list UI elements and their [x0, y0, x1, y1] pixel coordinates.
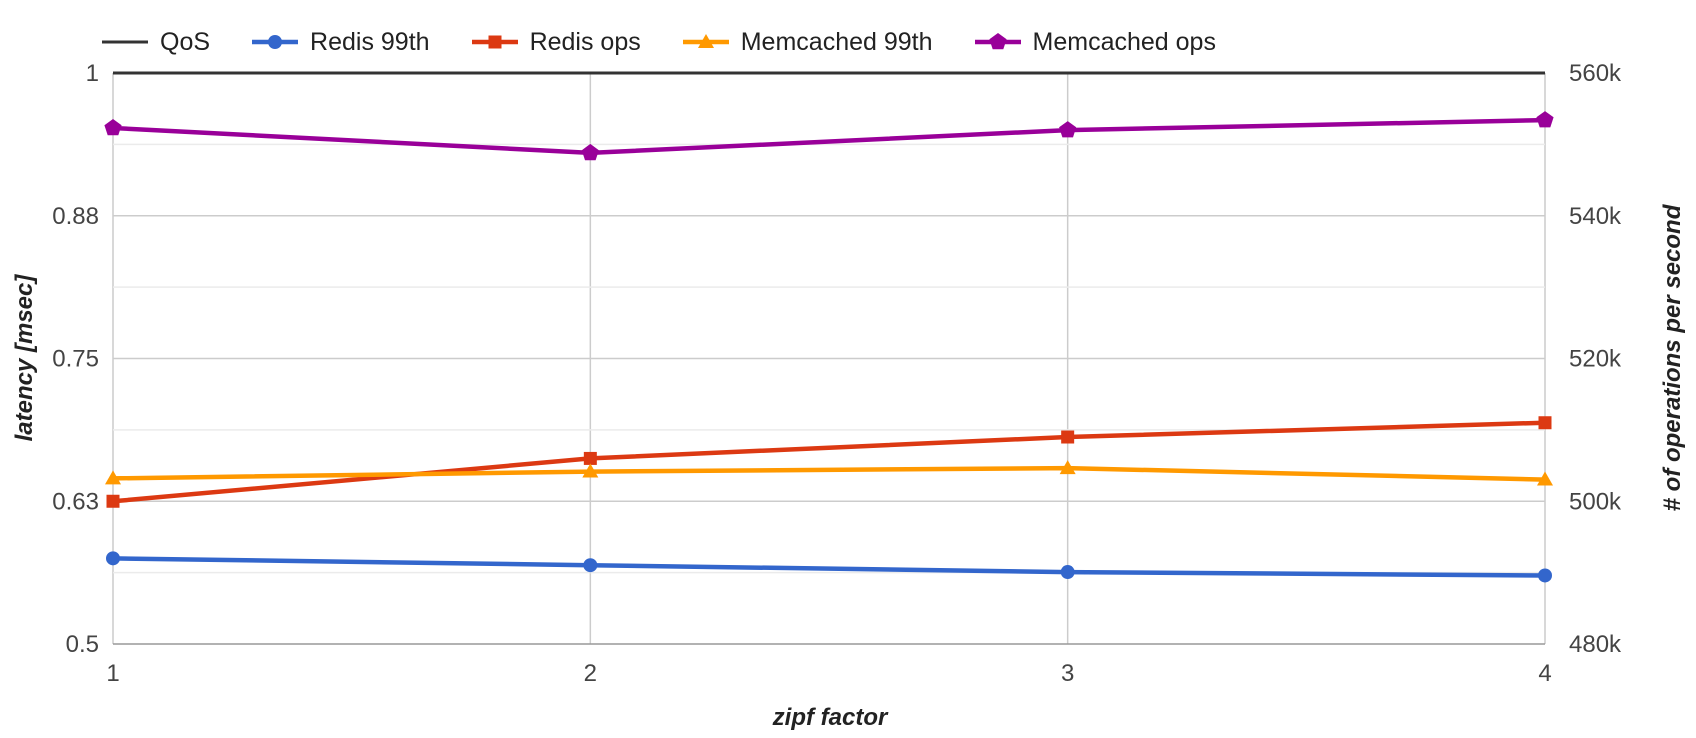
y-tick-label-left: 1	[86, 60, 99, 87]
redis-99th-point	[106, 551, 120, 566]
x-tick-label: 3	[1061, 660, 1074, 687]
y-tick-label-right: 520k	[1569, 346, 1622, 373]
x-tick-label: 1	[106, 660, 119, 687]
legend-label: QoS	[160, 27, 211, 56]
memcached-ops-point	[1536, 111, 1554, 128]
legend-label: Redis ops	[529, 27, 641, 56]
y-tick-label-right: 540k	[1569, 203, 1622, 230]
redis-ops-point	[1538, 416, 1552, 430]
x-tick-label: 2	[584, 660, 597, 687]
legend-swatch	[471, 35, 518, 49]
legend-label: Memcached ops	[1032, 27, 1216, 56]
redis-99th-point	[583, 558, 598, 573]
memcached-99th-point	[582, 463, 599, 478]
series-lines	[104, 71, 1554, 583]
memcached-99th-line	[112, 465, 1546, 482]
legend-swatch-marker	[988, 33, 1007, 50]
legend-swatch-marker	[488, 35, 502, 49]
legend-item-memcached-99th: Memcached 99th	[681, 28, 933, 57]
legend-swatch	[974, 33, 1021, 50]
y-tick-label-left: 0.75	[52, 346, 99, 373]
memcached-99th-point	[105, 470, 121, 485]
legend-label: Memcached 99th	[740, 27, 933, 56]
y-tick-label-right: 500k	[1569, 488, 1622, 515]
tick-labels: 1 2 3 4 0.5 0.63 0.75 0.88 1 480k 500k 520k 540k 560k	[52, 60, 1622, 687]
memcached-99th-point	[1537, 471, 1553, 486]
x-tick-label: 4	[1538, 660, 1551, 687]
legend-swatch-marker	[697, 34, 714, 48]
y-tick-label-left: 0.5	[66, 631, 99, 658]
legend-swatch	[682, 34, 729, 48]
legend-item-qos: QoS	[100, 28, 210, 57]
memcached-ops-point	[1059, 121, 1077, 138]
legend-swatch	[102, 40, 148, 44]
legend-label: Redis 99th	[310, 27, 430, 56]
redis-ops-line	[112, 420, 1546, 504]
legend-item-memcached-ops: Memcached ops	[973, 28, 1216, 57]
legend: QoS Redis 99th Redis ops Memcached 99th Memc…	[100, 24, 1256, 60]
legend-swatch	[252, 35, 299, 49]
redis-99th-point	[1060, 565, 1075, 580]
y-tick-label-right: 560k	[1569, 60, 1622, 87]
redis-99th-point	[1538, 568, 1552, 583]
memcached-99th-point	[1059, 460, 1076, 475]
x-axis-title: zipf factor	[772, 704, 889, 731]
y-tick-label-right: 480k	[1569, 631, 1622, 658]
redis-ops-point	[106, 494, 120, 508]
redis-99th-line	[112, 556, 1546, 578]
grid-lines	[112, 72, 1546, 645]
legend-swatch-marker	[268, 35, 283, 49]
y-axis-title-left: latency [msec]	[11, 274, 38, 442]
y-axis-title-right: # of operations per second	[1659, 203, 1686, 511]
legend-item-redis-99th: Redis 99th	[250, 28, 430, 57]
redis-ops-point	[583, 451, 597, 465]
memcached-ops-line	[112, 117, 1546, 156]
y-tick-label-left: 0.88	[52, 203, 99, 230]
memcached-ops-point	[581, 143, 599, 161]
y-tick-label-left: 0.63	[52, 488, 99, 515]
legend-item-redis-ops: Redis ops	[470, 28, 641, 57]
redis-ops-point	[1061, 430, 1075, 444]
memcached-ops-point	[104, 119, 122, 136]
